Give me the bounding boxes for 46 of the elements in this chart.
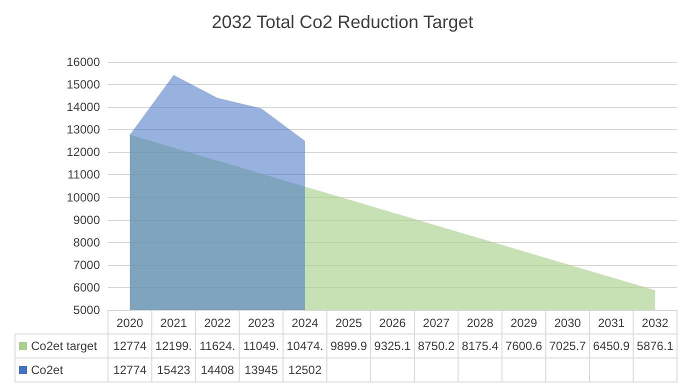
data-label: 12774 xyxy=(113,339,147,353)
x-tick-label: 2021 xyxy=(160,316,188,330)
y-tick-label: 11000 xyxy=(68,168,100,182)
data-label: 12774 xyxy=(113,363,147,377)
y-tick-label: 5000 xyxy=(73,303,100,317)
data-label: 8750.2 xyxy=(418,339,455,353)
data-label: 14408 xyxy=(200,363,234,377)
x-tick-label: 2020 xyxy=(116,316,144,330)
data-label: 7025.7 xyxy=(549,339,586,353)
x-tick-label: 2032 xyxy=(642,316,669,330)
data-label: 8175.4 xyxy=(462,339,499,353)
y-tick-label: 16000 xyxy=(66,55,100,69)
data-label: 11624. xyxy=(200,339,236,353)
data-label: 15423 xyxy=(156,363,191,377)
data-label: 10474. xyxy=(286,339,324,353)
data-label: 12199. xyxy=(155,339,192,353)
x-tick-label: 2025 xyxy=(335,316,362,330)
y-tick-label: 15000 xyxy=(66,78,100,92)
x-tick-label: 2026 xyxy=(379,316,406,330)
data-label: 7600.6 xyxy=(505,339,542,353)
x-tick-label: 2024 xyxy=(292,316,319,330)
legend-label: Co2et xyxy=(31,363,64,377)
data-label: 13945 xyxy=(244,363,278,377)
y-tick-label: 6000 xyxy=(73,280,100,294)
data-label: 6450.9 xyxy=(592,339,630,353)
y-tick-label: 10000 xyxy=(66,190,100,204)
x-tick-label: 2031 xyxy=(598,316,626,330)
y-tick-label: 13000 xyxy=(66,122,100,137)
x-tick-label: 2028 xyxy=(466,316,494,330)
x-tick-label: 2030 xyxy=(554,316,582,330)
x-tick-label: 2029 xyxy=(510,316,538,330)
x-tick-label: 2022 xyxy=(204,316,232,330)
y-tick-label: 7000 xyxy=(73,258,100,272)
y-tick-label: 8000 xyxy=(73,235,100,250)
data-label: 5876.1 xyxy=(636,339,674,353)
data-label: 9899.9 xyxy=(330,339,368,353)
data-label: 11049. xyxy=(243,339,280,353)
y-tick-label: 12000 xyxy=(66,145,100,160)
data-label: 12502 xyxy=(288,363,322,377)
y-tick-label: 9000 xyxy=(73,212,100,227)
data-label: 9325.1 xyxy=(374,339,412,353)
x-tick-label: 2027 xyxy=(422,316,450,330)
legend-label: Co2et target xyxy=(31,339,98,353)
x-tick-label: 2023 xyxy=(248,316,275,330)
y-tick-label: 14000 xyxy=(66,100,100,114)
chart-title: 2032 Total Co2 Reduction Target xyxy=(212,12,474,32)
